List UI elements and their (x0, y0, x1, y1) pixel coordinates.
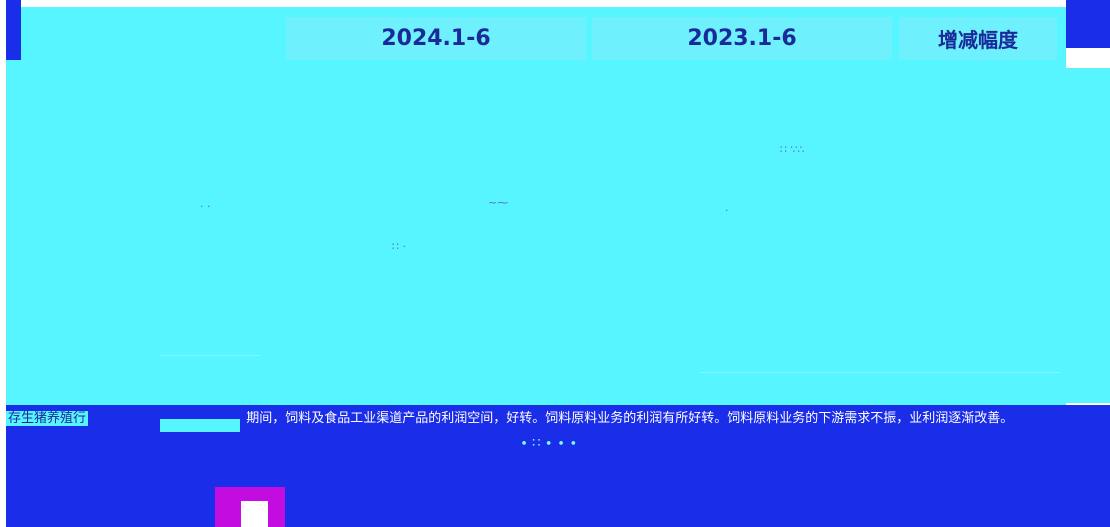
row-divider (160, 355, 260, 356)
row-divider (700, 372, 1060, 373)
paragraph-line: 存生猪养殖行 期间，饲料及食品工业渠道产品的利润空间，好转。饲料原料业务的利润有… (6, 411, 1013, 427)
header-change-label: 增减幅度 (938, 28, 1018, 52)
table-artifact: · · (200, 200, 211, 213)
right-edge-strip (1066, 0, 1110, 48)
paragraph-fragment: 期间，饲料及食品工业渠道产品的利润空间，好转。饲料原料业务的利润有所好转。饲料原… (246, 411, 1014, 426)
header-cell-current-period: 2024.1-6 (286, 17, 586, 60)
header-top-margin (21, 0, 1066, 7)
header-current-label: 2024.1-6 (381, 26, 491, 51)
table-body (6, 60, 1066, 405)
table-artifact: ~⁓ (488, 196, 509, 209)
table-artifact: ∷ · (392, 240, 406, 253)
right-edge-gap (1066, 48, 1110, 68)
table-artifact: ∷ ∵∴ (780, 143, 805, 156)
bottom-artifacts: ∙ ∷ ∙ ∙ ∙ (520, 436, 578, 451)
table-artifact: · (725, 204, 729, 217)
highlight-bar (160, 419, 240, 432)
header-cell-previous-period: 2023.1-6 (592, 17, 892, 60)
right-edge-band (1066, 68, 1110, 403)
row-label-fragment: 存生猪养殖行 (6, 411, 89, 426)
magenta-block-inner (241, 501, 268, 527)
header-previous-label: 2023.1-6 (687, 26, 797, 51)
header-cell-change: 增减幅度 (899, 17, 1057, 60)
